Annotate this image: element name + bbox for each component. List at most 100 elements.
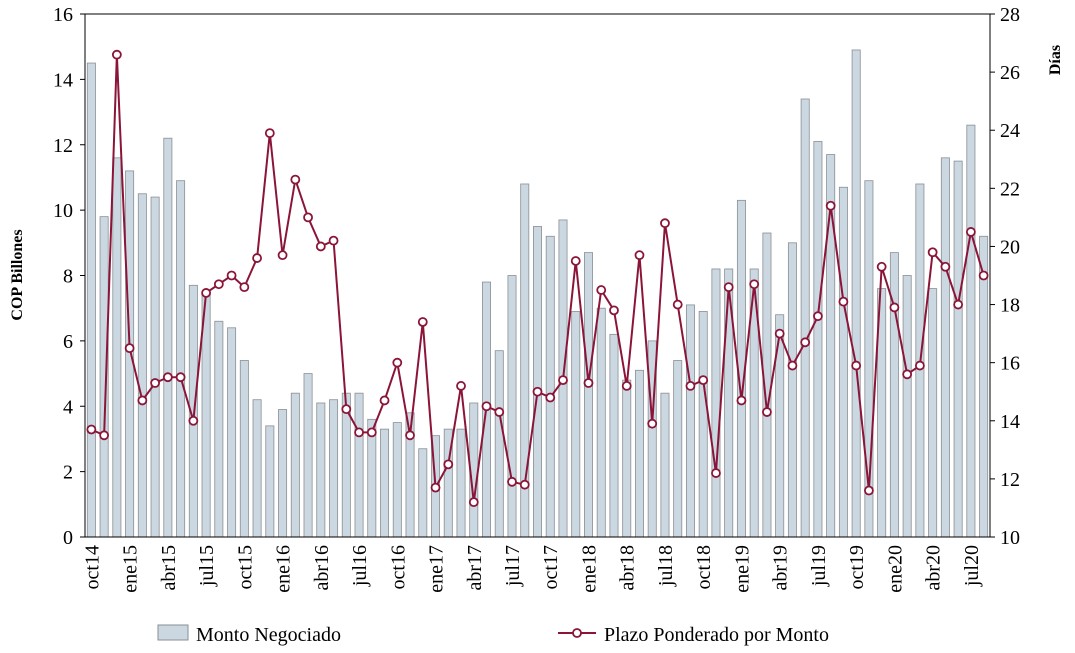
- y2-tick-label: 22: [1000, 178, 1020, 200]
- line-marker: [672, 299, 683, 310]
- bar: [112, 157, 122, 538]
- line-marker: [392, 357, 403, 368]
- y-axis-title: COP Billones: [9, 229, 26, 320]
- line-marker: [813, 311, 823, 322]
- bar: [800, 98, 810, 538]
- bar: [265, 425, 275, 538]
- x-tick-label: oct14: [81, 545, 103, 589]
- line-marker: [570, 256, 581, 266]
- line-marker: [609, 305, 619, 316]
- bar: [380, 428, 390, 538]
- bar: [698, 311, 708, 538]
- bar: [163, 137, 173, 538]
- line-marker: [481, 401, 492, 412]
- bar: [571, 311, 581, 538]
- bar: [711, 268, 721, 538]
- x-tick-label: oct19: [846, 545, 868, 589]
- bar: [609, 333, 619, 538]
- bar: [813, 141, 823, 538]
- line-marker: [978, 270, 989, 281]
- y2-tick-label: 28: [1000, 4, 1020, 26]
- line-marker: [201, 288, 211, 298]
- legend-swatch: [157, 624, 189, 641]
- x-tick-label: oct17: [540, 545, 562, 589]
- line-marker: [137, 395, 148, 406]
- line-marker: [341, 404, 352, 415]
- line-marker: [825, 200, 836, 211]
- y-tick-label: 4: [63, 396, 73, 418]
- y2-tick-label: 24: [1000, 120, 1020, 142]
- line-marker: [277, 250, 288, 261]
- line-marker: [698, 375, 709, 386]
- bar: [239, 360, 249, 538]
- line-marker: [889, 302, 900, 313]
- x-tick-label: abr20: [923, 545, 945, 591]
- line-marker: [162, 372, 173, 383]
- line-marker: [685, 381, 696, 391]
- line-marker: [864, 485, 874, 496]
- y-tick-label: 16: [53, 4, 73, 26]
- bar: [290, 392, 300, 538]
- line-marker: [965, 227, 976, 237]
- x-tick-label: jul19: [808, 545, 830, 587]
- line-marker: [800, 337, 811, 348]
- line-marker: [532, 386, 543, 397]
- line-marker: [711, 468, 721, 478]
- line-marker: [417, 317, 428, 327]
- bar: [392, 422, 402, 538]
- line-marker: [621, 381, 632, 391]
- bar: [928, 288, 938, 538]
- line-marker: [328, 235, 339, 246]
- x-tick-label: ene18: [578, 545, 600, 593]
- line-marker: [213, 279, 224, 290]
- line-marker: [111, 49, 122, 60]
- line-marker: [647, 418, 658, 429]
- bar: [86, 62, 96, 538]
- bar: [622, 379, 632, 538]
- line-marker: [150, 378, 161, 388]
- y-tick-label: 10: [53, 200, 73, 222]
- line-marker: [430, 482, 441, 493]
- y2-tick-label: 20: [1000, 236, 1020, 258]
- x-tick-label: jul18: [655, 545, 677, 587]
- line-marker: [86, 424, 97, 435]
- line-marker: [583, 378, 594, 388]
- line-marker: [290, 174, 301, 185]
- line-marker: [175, 372, 186, 383]
- line-marker: [315, 241, 326, 252]
- bar: [660, 392, 670, 538]
- bar: [940, 157, 950, 538]
- bar: [137, 193, 147, 538]
- x-tick-label: oct15: [234, 545, 256, 589]
- y-tick-label: 8: [63, 266, 73, 288]
- legend-label: Plazo Ponderado por Monto: [604, 624, 829, 646]
- line-marker: [226, 270, 237, 281]
- x-tick-label: ene17: [426, 545, 448, 593]
- bar: [634, 369, 644, 538]
- y-tick-label: 14: [53, 69, 73, 91]
- bar: [507, 275, 517, 538]
- x-tick-label: abr19: [770, 545, 792, 591]
- y2-tick-label: 10: [1000, 527, 1020, 549]
- plot-frame: [84, 13, 991, 538]
- x-tick-label: oct18: [693, 545, 715, 589]
- line-marker: [927, 247, 938, 258]
- line-marker: [558, 375, 568, 386]
- line-marker: [723, 282, 734, 293]
- line-marker: [443, 459, 454, 470]
- line-marker: [736, 395, 747, 406]
- bar: [456, 428, 466, 538]
- line-marker: [851, 360, 862, 371]
- line-marker: [762, 407, 772, 417]
- x-tick-label: jul20: [961, 545, 983, 587]
- line-marker: [456, 381, 466, 391]
- line-marker: [545, 392, 556, 403]
- legend-marker: [572, 628, 582, 638]
- bar: [673, 360, 683, 538]
- y-tick-label: 6: [63, 331, 73, 353]
- line-marker: [749, 279, 760, 290]
- line-marker: [507, 476, 517, 487]
- y2-tick-label: 12: [1000, 469, 1020, 491]
- line-marker: [787, 360, 798, 371]
- x-tick-label: oct16: [387, 545, 409, 589]
